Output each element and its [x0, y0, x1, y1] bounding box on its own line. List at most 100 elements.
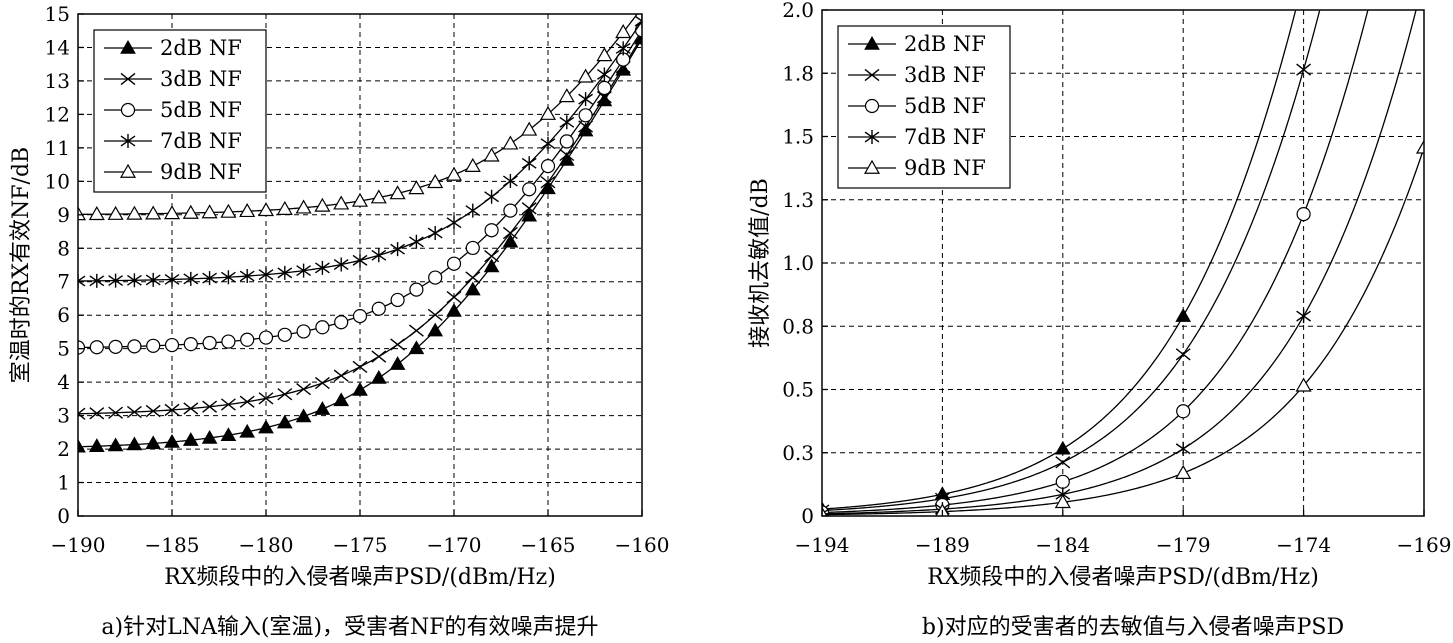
data-point-marker: [220, 398, 236, 411]
data-point-marker: [239, 202, 256, 218]
series-line-3dB-NF: [822, 10, 1321, 512]
data-point-marker: [559, 134, 574, 149]
legend-label: 9dB NF: [160, 160, 242, 184]
legend-label: 7dB NF: [904, 125, 986, 149]
data-point-marker: [558, 88, 575, 103]
data-point-marker: [257, 202, 275, 217]
data-point-marker: [484, 250, 500, 263]
y-tick-label: 7: [57, 270, 70, 294]
data-point-marker: [239, 423, 256, 438]
y-axis-label: 室温时的RX有效NF/dB: [9, 147, 34, 383]
data-point-marker: [483, 258, 500, 273]
data-point-marker: [258, 267, 274, 282]
data-point-marker: [578, 108, 593, 123]
x-tick-label: −184: [1035, 533, 1090, 557]
legend-marker: [120, 72, 136, 86]
data-point-marker: [1054, 494, 1071, 509]
legend-item: 7dB NF: [848, 125, 986, 149]
data-point-marker: [89, 273, 105, 288]
data-point-marker: [1176, 404, 1191, 419]
y-tick-label: 8: [57, 236, 70, 260]
data-curves: [78, 14, 642, 453]
legend-marker: [864, 68, 880, 82]
x-tick-label: −180: [239, 533, 294, 557]
y-tick-label: 11: [45, 136, 70, 160]
data-point-marker: [108, 339, 123, 354]
data-point-marker: [446, 303, 462, 317]
data-point-marker: [240, 332, 255, 347]
legend-label: 7dB NF: [160, 129, 242, 153]
data-point-marker: [314, 260, 330, 275]
data-point-marker: [182, 204, 199, 219]
y-tick-label: 1: [57, 471, 70, 495]
data-point-marker: [521, 207, 538, 222]
data-point-marker: [351, 192, 369, 207]
x-tick-label: −185: [145, 533, 200, 557]
legend-item: 5dB NF: [104, 98, 242, 122]
y-tick-label: 4: [57, 370, 70, 394]
legend-item: 9dB NF: [848, 156, 986, 180]
data-point-marker: [202, 400, 218, 413]
data-point-marker: [258, 392, 274, 405]
y-tick-label: 1.0: [782, 251, 814, 275]
data-point-marker: [296, 263, 312, 278]
data-point-marker: [370, 369, 387, 384]
x-tick-label: −160: [615, 533, 670, 557]
y-tick-label: 0.5: [782, 378, 814, 402]
data-point-marker: [202, 335, 217, 351]
data-point-marker: [276, 200, 293, 215]
data-point-marker: [126, 405, 142, 419]
data-point-marker: [464, 281, 481, 296]
data-point-marker: [408, 180, 425, 195]
data-point-marker: [163, 205, 181, 220]
data-point-marker: [522, 182, 537, 197]
legend: 2dB NF 3dB NF 5dB NF 7dB NF 9dB NF: [93, 29, 267, 193]
data-point-marker: [220, 203, 237, 218]
data-point-marker: [333, 257, 349, 272]
y-tick-label: 9: [57, 203, 70, 227]
data-point-marker: [88, 438, 105, 452]
data-point-marker: [371, 301, 386, 316]
data-point-marker: [1296, 206, 1311, 222]
legend-label: 9dB NF: [904, 156, 986, 180]
y-tick-label: 0.3: [782, 441, 814, 465]
data-point-marker: [502, 233, 519, 248]
legend-marker: [863, 159, 881, 174]
data-point-marker: [408, 234, 424, 249]
data-point-marker: [577, 68, 594, 83]
data-point-marker: [352, 308, 368, 324]
x-axis-label: RX频段中的入侵者噪声PSD/(dBm/Hz): [927, 565, 1319, 590]
data-point-marker: [1175, 308, 1192, 322]
data-point-marker: [634, 14, 642, 29]
y-axis-label: 接收机去敏值/dB: [748, 178, 773, 348]
data-point-marker: [427, 322, 444, 337]
legend-item: 5dB NF: [848, 94, 986, 118]
data-point-marker: [239, 395, 255, 408]
data-point-marker: [408, 324, 424, 337]
data-point-marker: [146, 338, 161, 353]
y-tick-label: 10: [45, 169, 70, 193]
data-point-marker: [446, 215, 462, 230]
data-point-marker: [239, 269, 255, 284]
data-point-marker: [315, 320, 330, 335]
data-point-marker: [78, 206, 87, 221]
data-point-marker: [164, 272, 180, 287]
data-point-marker: [276, 414, 293, 429]
y-tick-label: 3: [57, 404, 70, 428]
legend-label: 5dB NF: [904, 94, 986, 118]
data-point-marker: [822, 506, 828, 516]
x-tick-label: −174: [1276, 533, 1331, 557]
data-point-marker: [145, 404, 161, 418]
data-point-marker: [502, 226, 518, 240]
data-point-marker: [597, 80, 612, 96]
legend-marker: [120, 134, 136, 148]
data-point-marker: [127, 339, 142, 354]
data-point-marker: [371, 248, 387, 263]
data-point-marker: [183, 271, 199, 286]
y-tick-label: 13: [45, 69, 70, 93]
data-point-marker: [390, 292, 405, 308]
data-point-marker: [1296, 63, 1312, 76]
data-point-marker: [409, 282, 424, 297]
data-point-marker: [464, 157, 481, 172]
data-point-marker: [201, 429, 218, 444]
